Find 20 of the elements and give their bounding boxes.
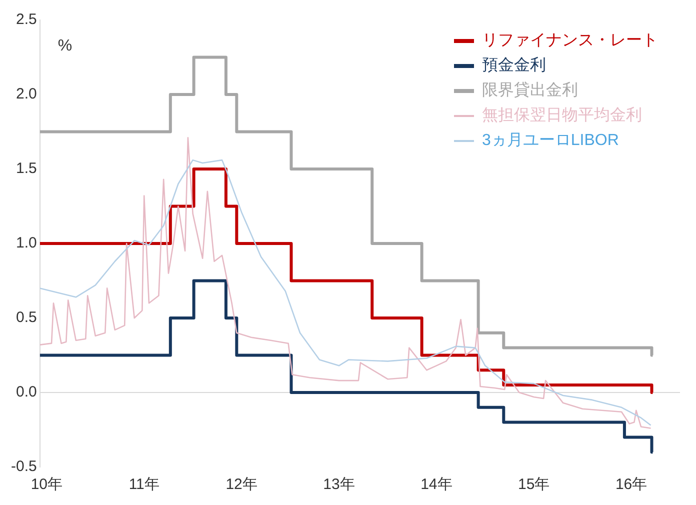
y-tick-label: 1.5 — [16, 160, 37, 178]
legend-label: 限界貸出金利 — [482, 80, 578, 101]
x-tick-label: 16年 — [615, 476, 648, 494]
y-tick-label: 2.5 — [16, 11, 37, 28]
y-tick-label: 2.0 — [16, 86, 37, 103]
legend-label: 3ヵ月ユーロLIBOR — [482, 131, 619, 151]
legend-label: 無担保翌日物平均金利 — [482, 106, 642, 126]
x-tick-label: 14年 — [420, 476, 452, 494]
x-tick-label: 10年 — [30, 476, 63, 494]
x-tick-label: 12年 — [226, 476, 258, 494]
legend-label: リファイナンス・レート — [482, 31, 658, 51]
y-tick-label: 0.5 — [16, 309, 37, 326]
x-tick-label: 13年 — [323, 476, 355, 494]
y-axis-title: % — [58, 37, 72, 54]
y-tick-label: 0.0 — [16, 384, 37, 401]
x-tick-label: 15年 — [518, 476, 550, 494]
x-tick-label: 11年 — [128, 476, 160, 494]
y-tick-label: -0.5 — [10, 458, 37, 476]
y-tick-label: 1.0 — [16, 234, 37, 252]
legend-label: 預金金利 — [482, 56, 546, 76]
